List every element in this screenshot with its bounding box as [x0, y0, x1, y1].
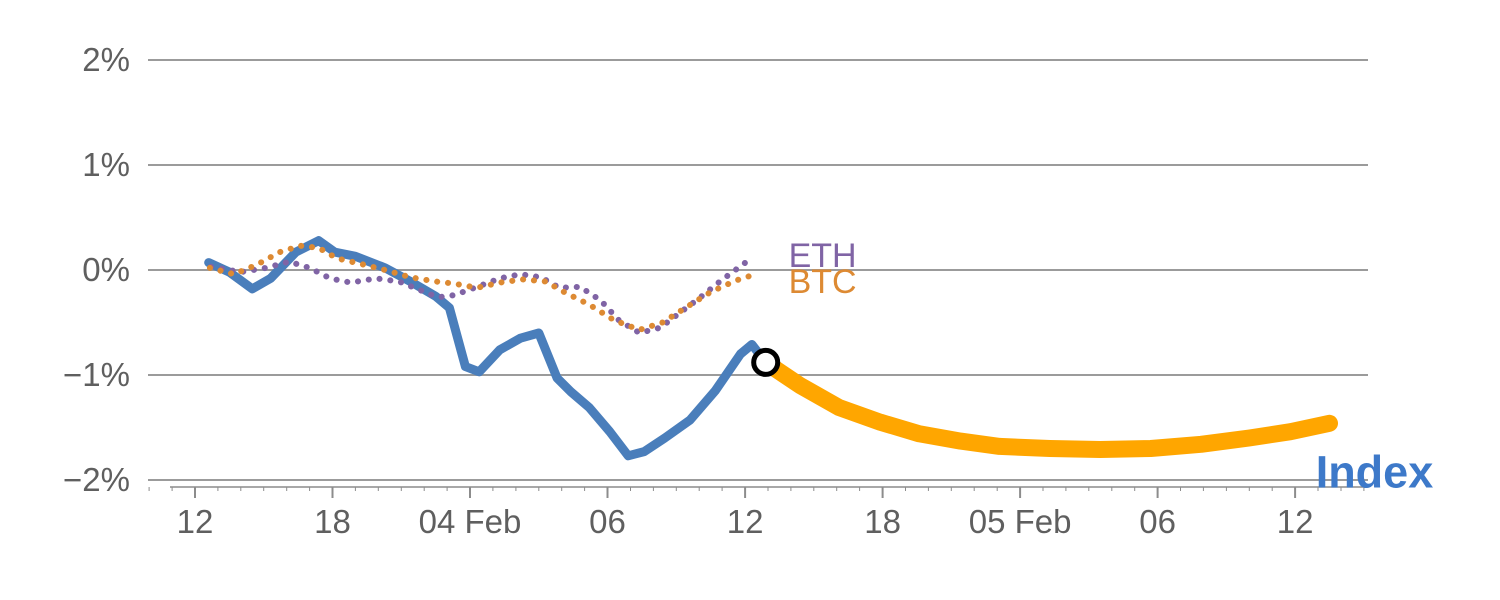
series-line-index: [204, 236, 771, 461]
series-label-eth: ETH: [789, 237, 857, 275]
y-tick-label: 1%: [82, 146, 130, 183]
series-label-btc: BTC: [789, 263, 857, 301]
series-line-index-forecast: [757, 353, 1338, 458]
x-tick-label: 06: [1139, 503, 1176, 540]
x-tick-label: 06: [589, 503, 626, 540]
y-tick-label: −2%: [63, 461, 130, 498]
y-tick-label: −1%: [63, 356, 130, 393]
y-tick-label: 2%: [82, 41, 130, 78]
x-tick-label: 18: [864, 503, 901, 540]
x-tick-label: 05 Feb: [969, 503, 1072, 540]
x-tick-label: 12: [1277, 503, 1314, 540]
current-point-marker: [751, 347, 781, 377]
y-tick-label: 0%: [82, 251, 130, 288]
x-tick-label: 12: [727, 503, 764, 540]
x-tick-label: 18: [314, 503, 351, 540]
series-label-index: Index: [1316, 446, 1434, 497]
x-tick-label: 12: [177, 503, 214, 540]
x-tick-label: 04 Feb: [419, 503, 522, 540]
series-line-btc: [206, 242, 762, 333]
